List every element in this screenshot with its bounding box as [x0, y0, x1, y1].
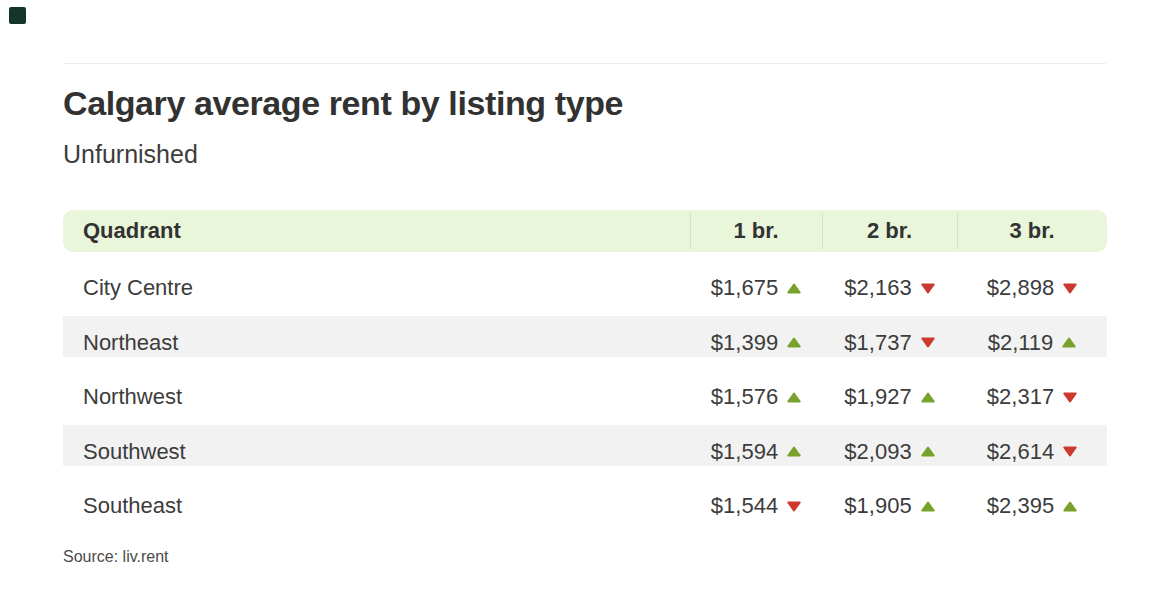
table-header-row: Quadrant 1 br. 2 br. 3 br. — [63, 210, 1107, 252]
trend-arrow-icon — [787, 446, 801, 457]
cell-3br: $2,898 — [957, 275, 1107, 301]
source-attribution: Source: liv.rent — [63, 548, 169, 566]
cell-2br: $2,093 — [822, 439, 957, 465]
rent-amount: $1,927 — [844, 384, 911, 410]
trend-arrow-icon — [1063, 283, 1077, 294]
cell-1br: $1,675 — [690, 275, 822, 301]
cell-3br: $2,119 — [957, 330, 1107, 356]
column-header-3br: 3 br. — [957, 210, 1107, 252]
cell-1br: $1,544 — [690, 493, 822, 519]
page-title: Calgary average rent by listing type — [63, 84, 623, 123]
trend-arrow-icon — [921, 501, 935, 512]
trend-arrow-icon — [1063, 392, 1077, 403]
table-row-northeast: Northeast $1,399 $1,737 $2,119 — [63, 316, 1107, 371]
cell-2br: $1,927 — [822, 384, 957, 410]
row-label: Northwest — [63, 384, 690, 410]
trend-arrow-icon — [787, 501, 801, 512]
rent-amount: $2,163 — [844, 275, 911, 301]
trend-arrow-icon — [787, 392, 801, 403]
divider-line — [63, 63, 1106, 64]
row-label: City Centre — [63, 275, 690, 301]
cell-1br: $1,594 — [690, 439, 822, 465]
rent-amount: $2,093 — [844, 439, 911, 465]
rent-amount: $2,898 — [987, 275, 1054, 301]
trend-arrow-icon — [921, 283, 935, 294]
rent-amount: $1,544 — [711, 493, 778, 519]
rent-amount: $1,675 — [711, 275, 778, 301]
column-header-quadrant: Quadrant — [63, 218, 690, 244]
trend-arrow-icon — [787, 283, 801, 294]
rent-amount: $2,317 — [987, 384, 1054, 410]
cell-1br: $1,576 — [690, 384, 822, 410]
rent-amount: $2,614 — [987, 439, 1054, 465]
rent-amount: $1,905 — [844, 493, 911, 519]
cell-3br: $2,317 — [957, 384, 1107, 410]
table-body: City Centre $1,675 $2,163 $2,898 Northea… — [63, 261, 1107, 534]
column-header-2br: 2 br. — [822, 210, 957, 252]
rent-amount: $1,576 — [711, 384, 778, 410]
cell-3br: $2,395 — [957, 493, 1107, 519]
trend-arrow-icon — [921, 446, 935, 457]
rent-amount: $2,119 — [988, 330, 1054, 356]
cell-2br: $1,905 — [822, 493, 957, 519]
table-row-southwest: Southwest $1,594 $2,093 $2,614 — [63, 425, 1107, 480]
row-label: Southeast — [63, 493, 690, 519]
rent-amount: $2,395 — [987, 493, 1054, 519]
table-row-northwest: Northwest $1,576 $1,927 $2,317 — [63, 370, 1107, 425]
trend-arrow-icon — [1062, 337, 1076, 348]
brand-logo-mark — [9, 7, 26, 24]
cell-3br: $2,614 — [957, 439, 1107, 465]
cell-1br: $1,399 — [690, 330, 822, 356]
rent-amount: $1,399 — [711, 330, 778, 356]
column-header-1br: 1 br. — [690, 210, 822, 252]
trend-arrow-icon — [921, 392, 935, 403]
page-subtitle: Unfurnished — [63, 140, 198, 169]
cell-2br: $2,163 — [822, 275, 957, 301]
rent-amount: $1,594 — [711, 439, 778, 465]
row-label: Southwest — [63, 439, 690, 465]
table-row-city-centre: City Centre $1,675 $2,163 $2,898 — [63, 261, 1107, 316]
row-label: Northeast — [63, 330, 690, 356]
page: Calgary average rent by listing type Unf… — [0, 0, 1170, 605]
cell-2br: $1,737 — [822, 330, 957, 356]
trend-arrow-icon — [1063, 446, 1077, 457]
rent-amount: $1,737 — [844, 330, 911, 356]
trend-arrow-icon — [787, 337, 801, 348]
rent-table: Quadrant 1 br. 2 br. 3 br. City Centre $… — [63, 210, 1107, 534]
trend-arrow-icon — [921, 337, 935, 348]
trend-arrow-icon — [1063, 501, 1077, 512]
table-row-southeast: Southeast $1,544 $1,905 $2,395 — [63, 479, 1107, 534]
